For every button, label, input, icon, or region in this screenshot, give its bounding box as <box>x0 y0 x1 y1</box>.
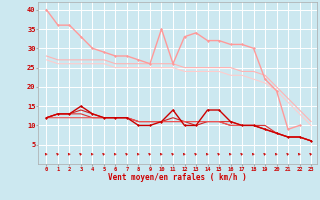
X-axis label: Vent moyen/en rafales ( km/h ): Vent moyen/en rafales ( km/h ) <box>108 173 247 182</box>
